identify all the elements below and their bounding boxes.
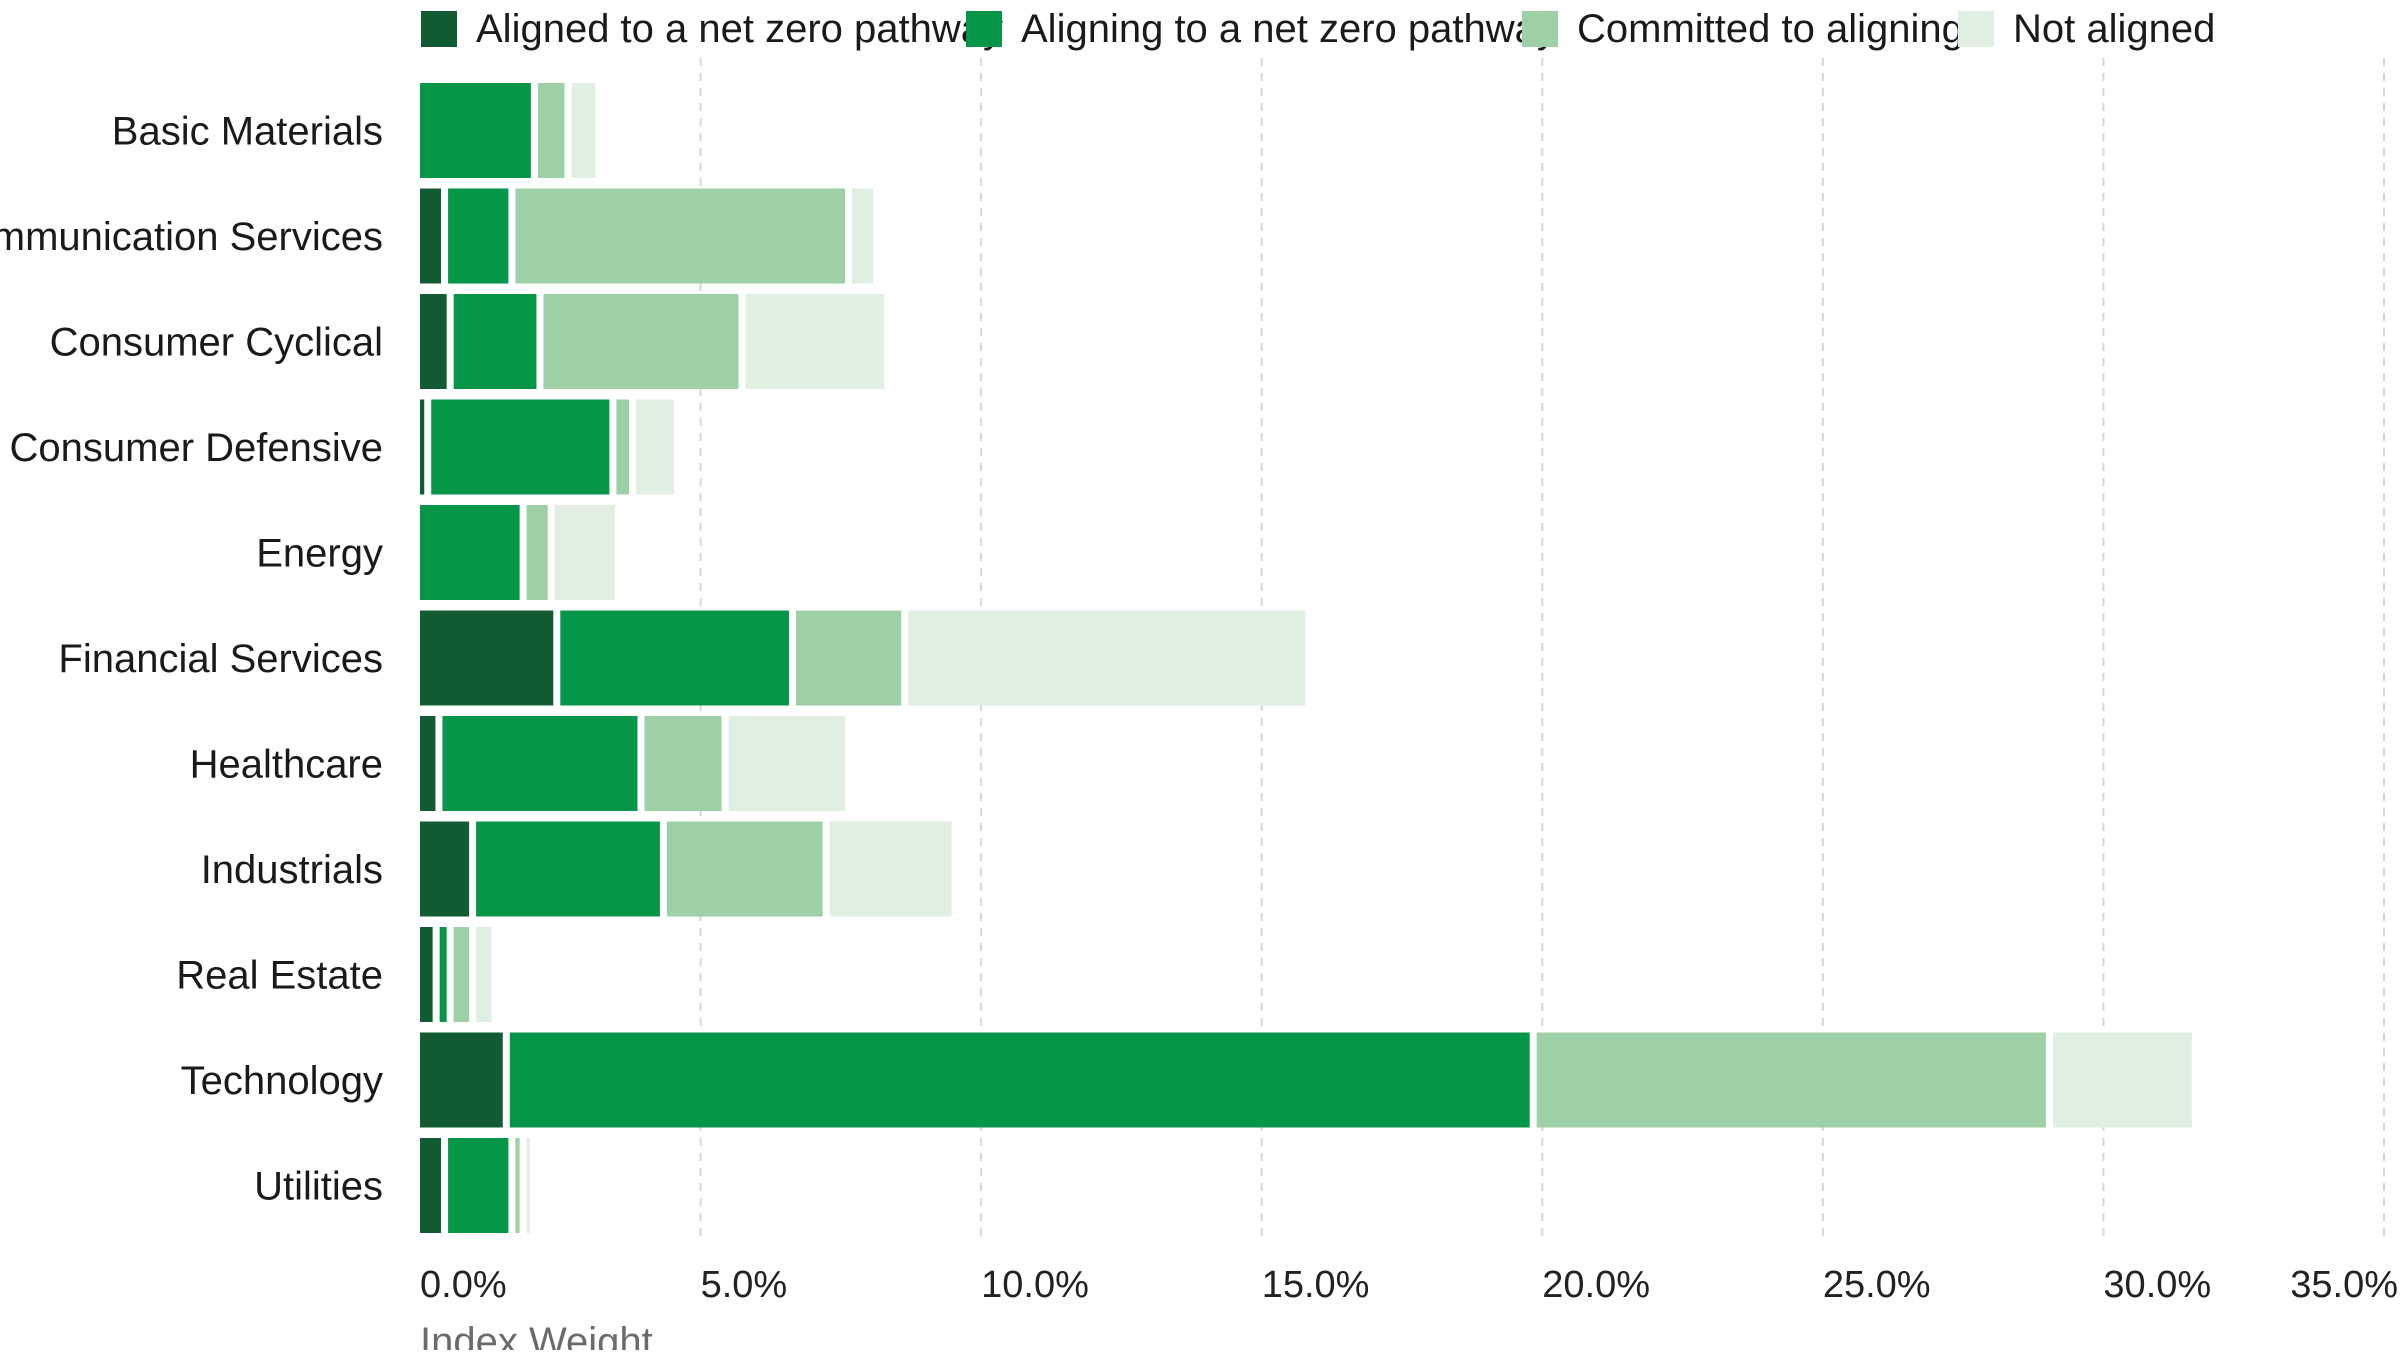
bar-segment [420,821,470,917]
category-label: Utilities [254,1165,383,1209]
bar-segment [728,716,846,811]
legend-label: Aligned to a net zero pathway [476,7,1003,51]
category-label: Healthcare [190,743,383,787]
category-label: Real Estate [176,954,383,998]
bar-segment [420,505,520,600]
bar-segment [453,294,537,389]
legend-swatch [1958,11,1994,47]
category-label: Basic Materials [112,110,383,154]
bar-segment [543,294,739,389]
bar-segment [829,821,952,917]
legend-label: Committed to aligning [1577,7,1964,51]
category-label: Communication Services [0,215,383,259]
bar-segment [448,1138,509,1233]
x-tick-label: 5.0% [701,1264,788,1306]
bar-segment [442,716,638,811]
legend-label: Aligning to a net zero pathway [1021,7,1557,51]
bar-segment [908,610,1306,706]
bar-segment [616,399,630,495]
x-tick-label: 20.0% [1542,1264,1650,1306]
bar-segment [852,188,874,284]
bar-segment [509,1032,1530,1128]
bar-layer [420,83,2192,1233]
bar-segment [476,821,660,917]
bar-segment [420,188,442,284]
legend-swatch [1522,11,1558,47]
category-label: Energy [256,532,383,576]
bar-segment [745,294,885,389]
bar-segment [420,294,447,389]
category-labels: Basic Materials Communication Services Con… [0,110,383,1209]
bar-segment [515,188,846,284]
x-axis-label: Index Weight [420,1320,653,1350]
bar-segment [453,927,470,1022]
legend-label: Not aligned [2013,7,2215,51]
legend-swatch [421,11,457,47]
bar-segment [420,399,425,495]
category-label: Financial Services [58,637,383,681]
x-tick-label: 10.0% [981,1264,1089,1306]
bar-segment [560,610,789,706]
category-label: Consumer Defensive [10,426,384,470]
legend-swatch [966,11,1002,47]
bar-segment [515,1138,520,1233]
category-label: Industrials [201,848,383,892]
bar-segment [666,821,823,917]
bar-segment [431,399,610,495]
bar-segment [420,83,531,178]
bar-segment [2052,1032,2192,1128]
x-tick-label: 35.0% [2290,1264,2398,1306]
bar-segment [439,927,447,1022]
bar-segment [526,1138,530,1233]
bar-segment [526,505,548,600]
bar-segment [420,1032,503,1128]
bar-segment [476,927,492,1022]
x-tick-label: 0.0% [420,1264,507,1306]
bar-segment [420,610,554,706]
category-label: Technology [181,1059,383,1103]
bar-segment [1536,1032,2046,1128]
bar-segment [420,716,436,811]
bar-segment [636,399,674,495]
bar-segment [571,83,596,178]
bar-segment [420,1138,442,1233]
x-tick-label: 25.0% [1823,1264,1931,1306]
bar-segment [537,83,565,178]
category-label: Consumer Cyclical [50,321,383,365]
bar-segment [420,927,433,1022]
x-tick-label: 15.0% [1262,1264,1370,1306]
bar-segment [795,610,902,706]
x-tick-labels: 0.0% 5.0% 10.0% 15.0% 20.0% 25.0% 30.0% 35.0% [420,1264,2398,1306]
legend: Aligned to a net zero pathway Aligning to… [421,7,2215,51]
x-tick-label: 30.0% [2103,1264,2211,1306]
bar-segment [644,716,722,811]
bar-segment [448,188,509,284]
bar-segment [554,505,616,600]
